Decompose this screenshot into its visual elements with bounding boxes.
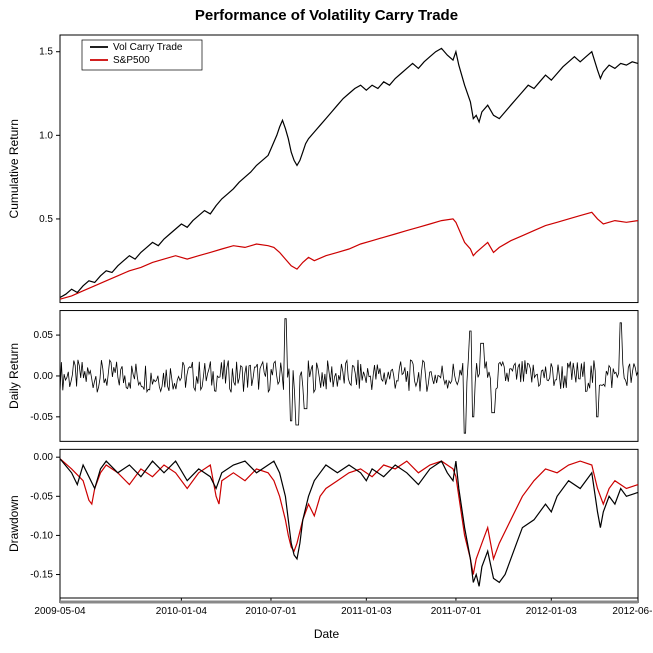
x-axis-label: Date	[314, 627, 340, 641]
y-tick-label: 0.00	[34, 452, 54, 463]
chart-title: Performance of Volatility Carry Trade	[195, 7, 458, 24]
x-tick-label: 2010-01-04	[156, 606, 208, 617]
y-tick-label: 0.05	[34, 330, 54, 341]
y-tick-label: -0.05	[30, 491, 53, 502]
y-axis-label: Cumulative Return	[7, 119, 21, 218]
panel-border	[60, 311, 638, 442]
series-spx-dd	[60, 459, 638, 575]
y-axis-label: Daily Return	[7, 343, 21, 409]
y-tick-label: 1.5	[39, 47, 53, 58]
x-tick-label: 2011-01-03	[341, 606, 392, 617]
y-tick-label: 0.5	[39, 214, 53, 225]
y-tick-label: 0.00	[34, 371, 54, 382]
panel-border	[60, 449, 638, 598]
y-tick-label: -0.05	[30, 412, 53, 423]
x-tick-label: 2010-07-01	[245, 606, 297, 617]
x-tick-label: 2012-06-22	[612, 606, 653, 617]
x-tick-label: 2012-01-03	[526, 606, 578, 617]
y-tick-label: -0.10	[30, 530, 53, 541]
performance-chart: Performance of Volatility Carry Trade 0.5…	[0, 0, 653, 653]
legend-label: Vol Carry Trade	[113, 42, 183, 53]
series-spx-cum	[60, 212, 638, 299]
x-tick-label: 2009-05-04	[34, 606, 86, 617]
series-vol-daily	[60, 319, 638, 434]
x-tick-label: 2011-07-01	[431, 606, 482, 617]
legend-label: S&P500	[113, 55, 150, 66]
y-axis-label: Drawdown	[7, 495, 21, 552]
series-vol-dd	[60, 459, 638, 587]
panel-border	[60, 35, 638, 303]
chart-container: Performance of Volatility Carry Trade 0.5…	[0, 0, 653, 653]
y-tick-label: 1.0	[39, 130, 53, 141]
series-vol-cum	[60, 48, 638, 297]
y-tick-label: -0.15	[30, 570, 53, 581]
